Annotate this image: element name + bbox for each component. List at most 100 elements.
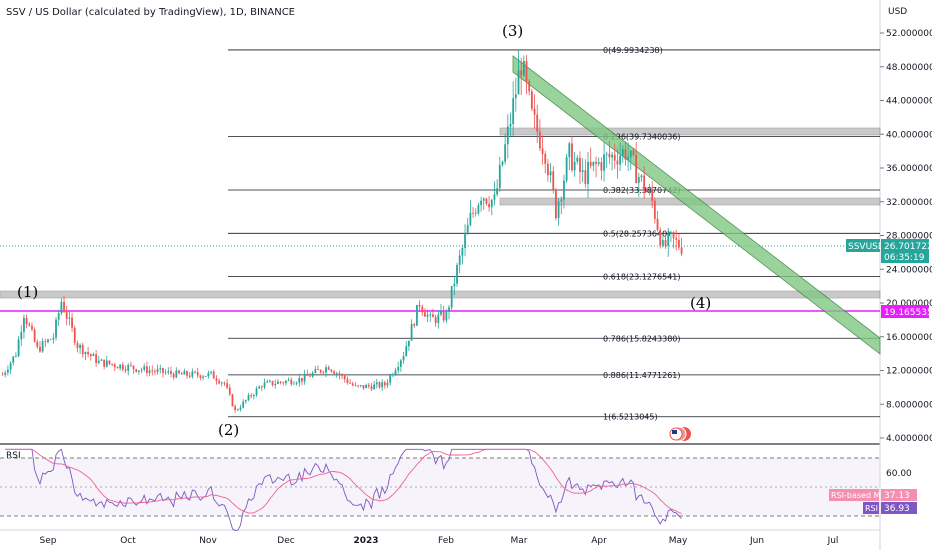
candle-body xyxy=(597,162,600,164)
candle-body xyxy=(95,354,98,364)
zone-40[interactable] xyxy=(499,127,881,136)
candle-body xyxy=(520,70,523,76)
fib-level-label: 1(6.5213045) xyxy=(603,413,658,422)
candle-body xyxy=(207,372,210,377)
candle-body xyxy=(627,156,630,160)
candle-body xyxy=(538,131,541,149)
candle-body xyxy=(52,337,55,340)
candle-body xyxy=(239,407,242,410)
candle-body xyxy=(55,319,57,338)
fib-retracement[interactable]: 0(49.9934238) 0.236(39.7340036) 0.382(33.3… xyxy=(228,46,880,422)
candle-body xyxy=(413,324,416,326)
candle-body xyxy=(327,367,330,370)
candle-body xyxy=(268,380,271,382)
candle-body xyxy=(49,339,52,341)
rsi-pane[interactable] xyxy=(5,448,682,531)
candle-body xyxy=(651,190,654,201)
candle-body xyxy=(587,161,589,184)
candle-body xyxy=(317,369,319,370)
time-tick-label: Feb xyxy=(438,536,454,546)
candle-body xyxy=(33,329,36,342)
candle-body xyxy=(584,170,587,184)
candles xyxy=(1,50,683,413)
candle-body xyxy=(362,385,365,389)
candle-body xyxy=(512,98,515,124)
candle-body xyxy=(432,314,434,318)
zone-20-5[interactable] xyxy=(0,290,881,299)
candle-body xyxy=(87,352,89,355)
trend-channel[interactable] xyxy=(512,55,881,355)
price-tick-label: 20.0000000 xyxy=(886,299,932,309)
candle-body xyxy=(277,381,279,384)
candle-body xyxy=(309,375,311,377)
candle-body xyxy=(480,200,482,206)
candle-body xyxy=(429,314,432,316)
fib-level-label: 0.236(39.7340036) xyxy=(603,133,681,142)
candle-body xyxy=(656,218,659,230)
candle-body xyxy=(303,373,306,382)
candle-body xyxy=(464,234,466,248)
candle-body xyxy=(616,160,619,165)
symbol-badge-text: SSVUSD xyxy=(848,242,885,252)
candle-body xyxy=(640,175,643,178)
candle-body xyxy=(482,198,485,201)
candle-body xyxy=(635,154,638,184)
candle-body xyxy=(442,311,445,321)
candle-body xyxy=(36,341,39,347)
rsi-ma-label: RSI-based MA xyxy=(831,491,886,500)
candle-body xyxy=(370,386,373,390)
candle-body xyxy=(333,371,335,374)
support-price-badge: 19.1655359 xyxy=(881,305,932,318)
candle-body xyxy=(223,382,226,384)
candle-body xyxy=(405,346,408,357)
candle-body xyxy=(485,198,488,204)
candle-body xyxy=(108,360,111,364)
candle-body xyxy=(675,238,678,240)
candle-body xyxy=(65,312,68,319)
candle-body xyxy=(306,373,309,376)
candle-body xyxy=(220,382,223,384)
candle-body xyxy=(375,382,378,385)
candle-body xyxy=(605,153,608,155)
candle-body xyxy=(416,305,418,326)
candle-body xyxy=(212,371,215,379)
candle-body xyxy=(341,375,343,376)
candle-body xyxy=(402,356,405,361)
price-tick-label: 16.0000000 xyxy=(886,333,932,343)
candle-body xyxy=(488,203,490,208)
candle-body xyxy=(266,381,269,383)
price-pane[interactable] xyxy=(0,0,880,443)
price-tick-label: 12.0000000 xyxy=(886,367,932,377)
candle-body xyxy=(397,366,400,371)
candle-body xyxy=(424,312,426,317)
price-tick-label: 44.0000000 xyxy=(886,97,932,107)
candle-body xyxy=(132,365,135,370)
candle-body xyxy=(394,370,397,375)
candle-body xyxy=(653,200,656,219)
candle-body xyxy=(15,356,17,357)
candle-body xyxy=(159,368,162,370)
candle-body xyxy=(73,327,76,343)
candle-body xyxy=(167,371,170,373)
candle-body xyxy=(298,378,301,383)
candle-body xyxy=(156,369,159,372)
time-axis[interactable]: Sep Oct Nov Dec 2023 Feb Mar Apr May Jun Jul xyxy=(40,536,839,546)
us-flag-icon[interactable] xyxy=(669,426,691,442)
candle-body xyxy=(383,382,386,386)
price-axis[interactable]: 52.0000000 48.0000000 44.0000000 40.0000000… xyxy=(880,29,932,444)
candle-body xyxy=(659,229,662,246)
candle-body xyxy=(247,395,250,401)
candle-body xyxy=(357,385,360,387)
rsi-axis[interactable]: 60.00 xyxy=(886,469,912,479)
candle-body xyxy=(250,395,253,397)
candle-body xyxy=(335,373,338,375)
rsi-badge: RSI 36.93 xyxy=(863,502,917,514)
candle-body xyxy=(76,342,79,349)
candle-body xyxy=(571,143,573,171)
candle-body xyxy=(365,384,368,389)
candle-body xyxy=(453,283,456,286)
fib-level-label: 0.382(33.3870742) xyxy=(603,186,681,195)
candle-body xyxy=(210,371,212,373)
candle-body xyxy=(137,370,140,372)
